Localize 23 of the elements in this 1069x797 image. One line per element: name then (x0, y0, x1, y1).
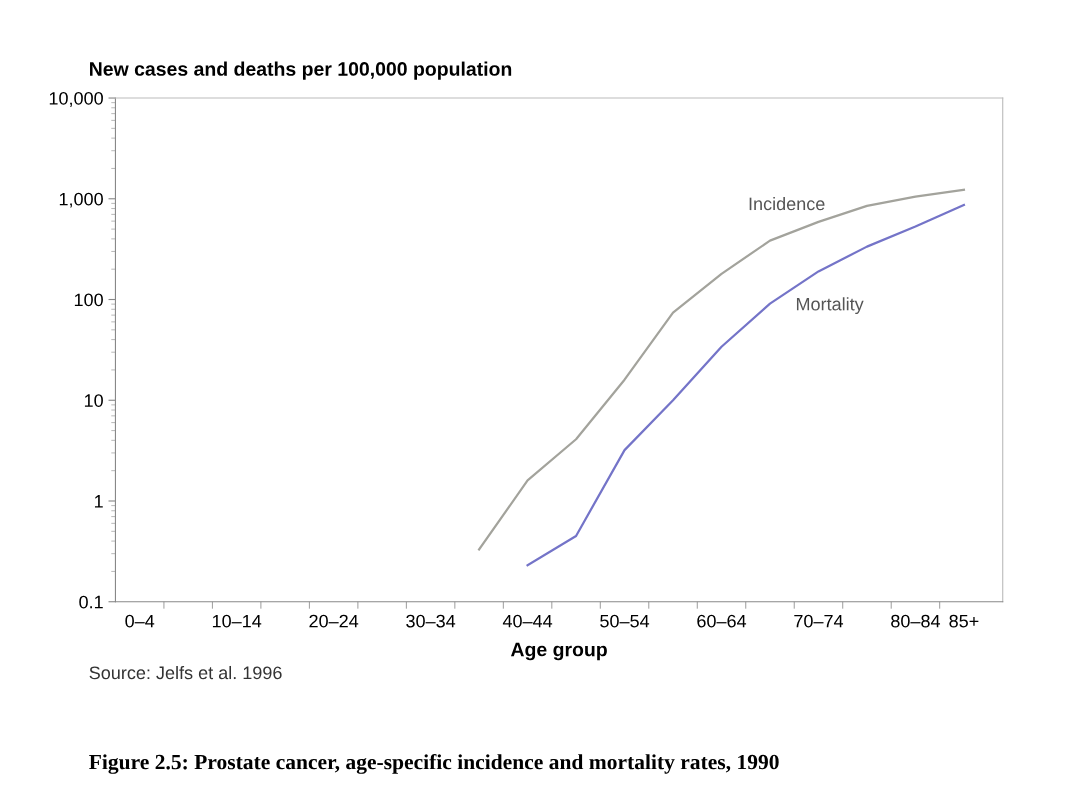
source-note: Source: Jelfs et al. 1996 (89, 665, 282, 680)
y-tick-label: 10,000 (49, 91, 103, 107)
x-tick-label: 85+ (949, 614, 979, 628)
x-tick-label: 50–54 (600, 614, 650, 628)
series-label: Incidence (749, 197, 825, 211)
y-tick-label: 100 (74, 293, 103, 307)
x-tick-label: 40–44 (502, 614, 553, 628)
x-tick-label: 30–34 (406, 614, 456, 628)
y-axis-title: New cases and deaths per 100,000 population (90, 61, 512, 80)
text: Figure 2.5: Prostate cancer, age-specific incidence and mortality rates, 1990 (89, 753, 779, 774)
y-tick-label: 10 (84, 394, 103, 407)
x-tick-label: 60–64 (697, 614, 747, 628)
y-tick-label: 1 (94, 495, 103, 508)
x-tick-label: 20–24 (309, 614, 359, 628)
series-label: Mortality (796, 297, 864, 315)
x-tick-label: 70–74 (794, 614, 844, 628)
line-series (477, 188, 966, 551)
y-tick-label: 0.1 (79, 595, 103, 609)
x-tick-label: 80–84 (891, 614, 941, 628)
x-tick-label: 0–4 (125, 614, 155, 628)
x-tick-label: 10–14 (212, 614, 262, 628)
x-axis-title: Age group (510, 642, 607, 661)
y-tick-label: 1,000 (59, 192, 103, 208)
